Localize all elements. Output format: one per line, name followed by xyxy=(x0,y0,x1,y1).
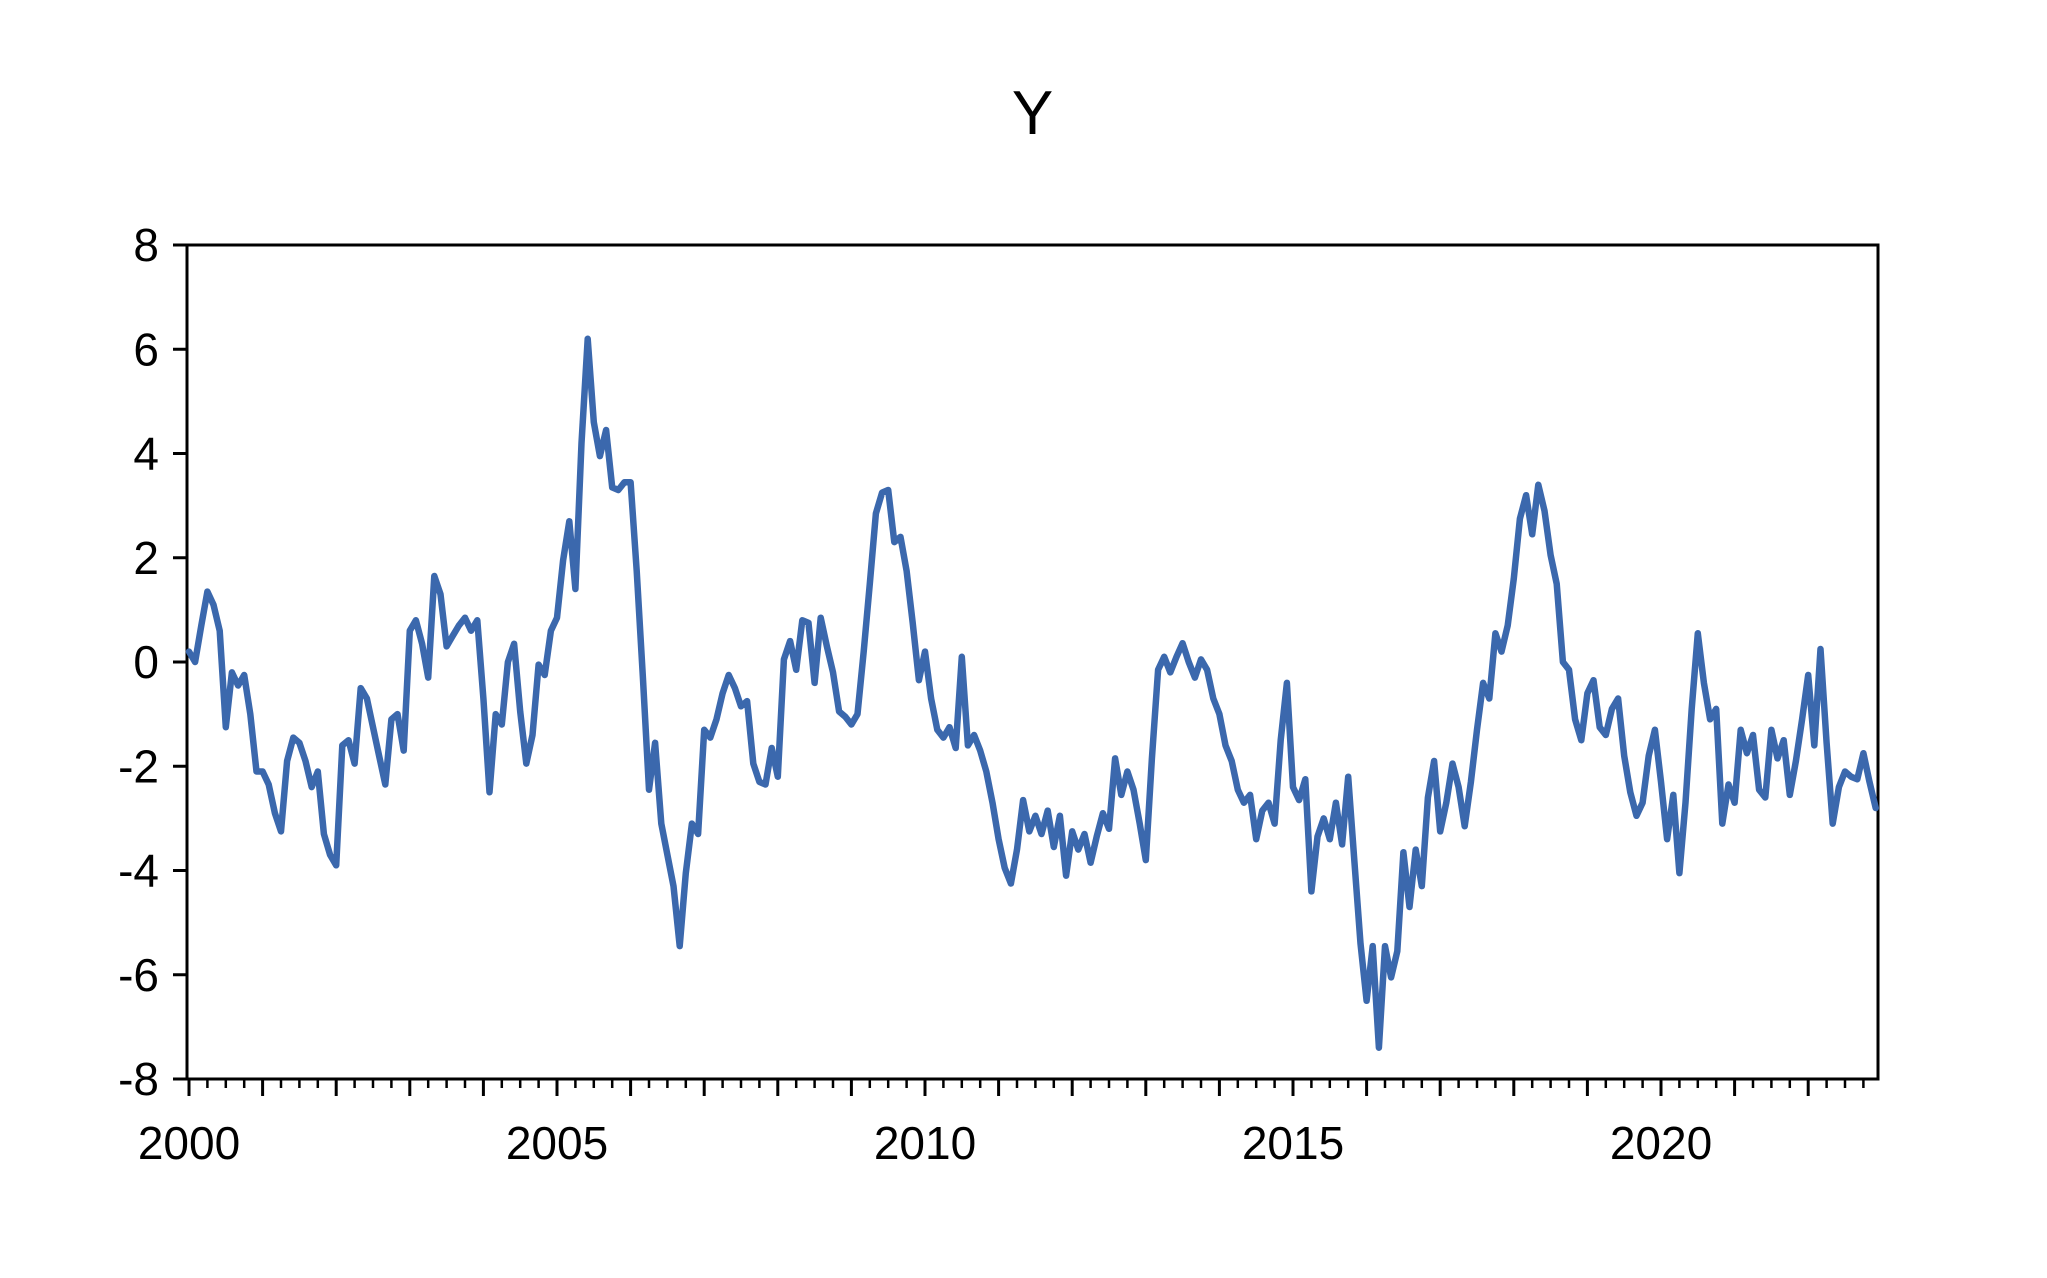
x-tick-label: 2010 xyxy=(874,1117,976,1169)
y-tick-label: 6 xyxy=(133,323,159,375)
chart-title: Y xyxy=(1011,79,1054,148)
y-tick-label: -8 xyxy=(118,1053,159,1105)
y-tick-label: -4 xyxy=(118,845,159,897)
y-tick-label: 0 xyxy=(133,636,159,688)
x-tick-label: 2005 xyxy=(506,1117,608,1169)
y-tick-label: 4 xyxy=(133,428,159,480)
plot-area-box xyxy=(185,243,1880,1081)
x-tick-label: 2020 xyxy=(1610,1117,1712,1169)
y-tick-label: 2 xyxy=(133,532,159,584)
y-tick-label: -6 xyxy=(118,949,159,1001)
y-tick-label: -2 xyxy=(118,740,159,792)
series-line xyxy=(185,335,1879,1051)
x-tick-label: 2015 xyxy=(1242,1117,1344,1169)
y-tick-label: 8 xyxy=(133,219,159,271)
x-tick-label: 2000 xyxy=(138,1117,240,1169)
